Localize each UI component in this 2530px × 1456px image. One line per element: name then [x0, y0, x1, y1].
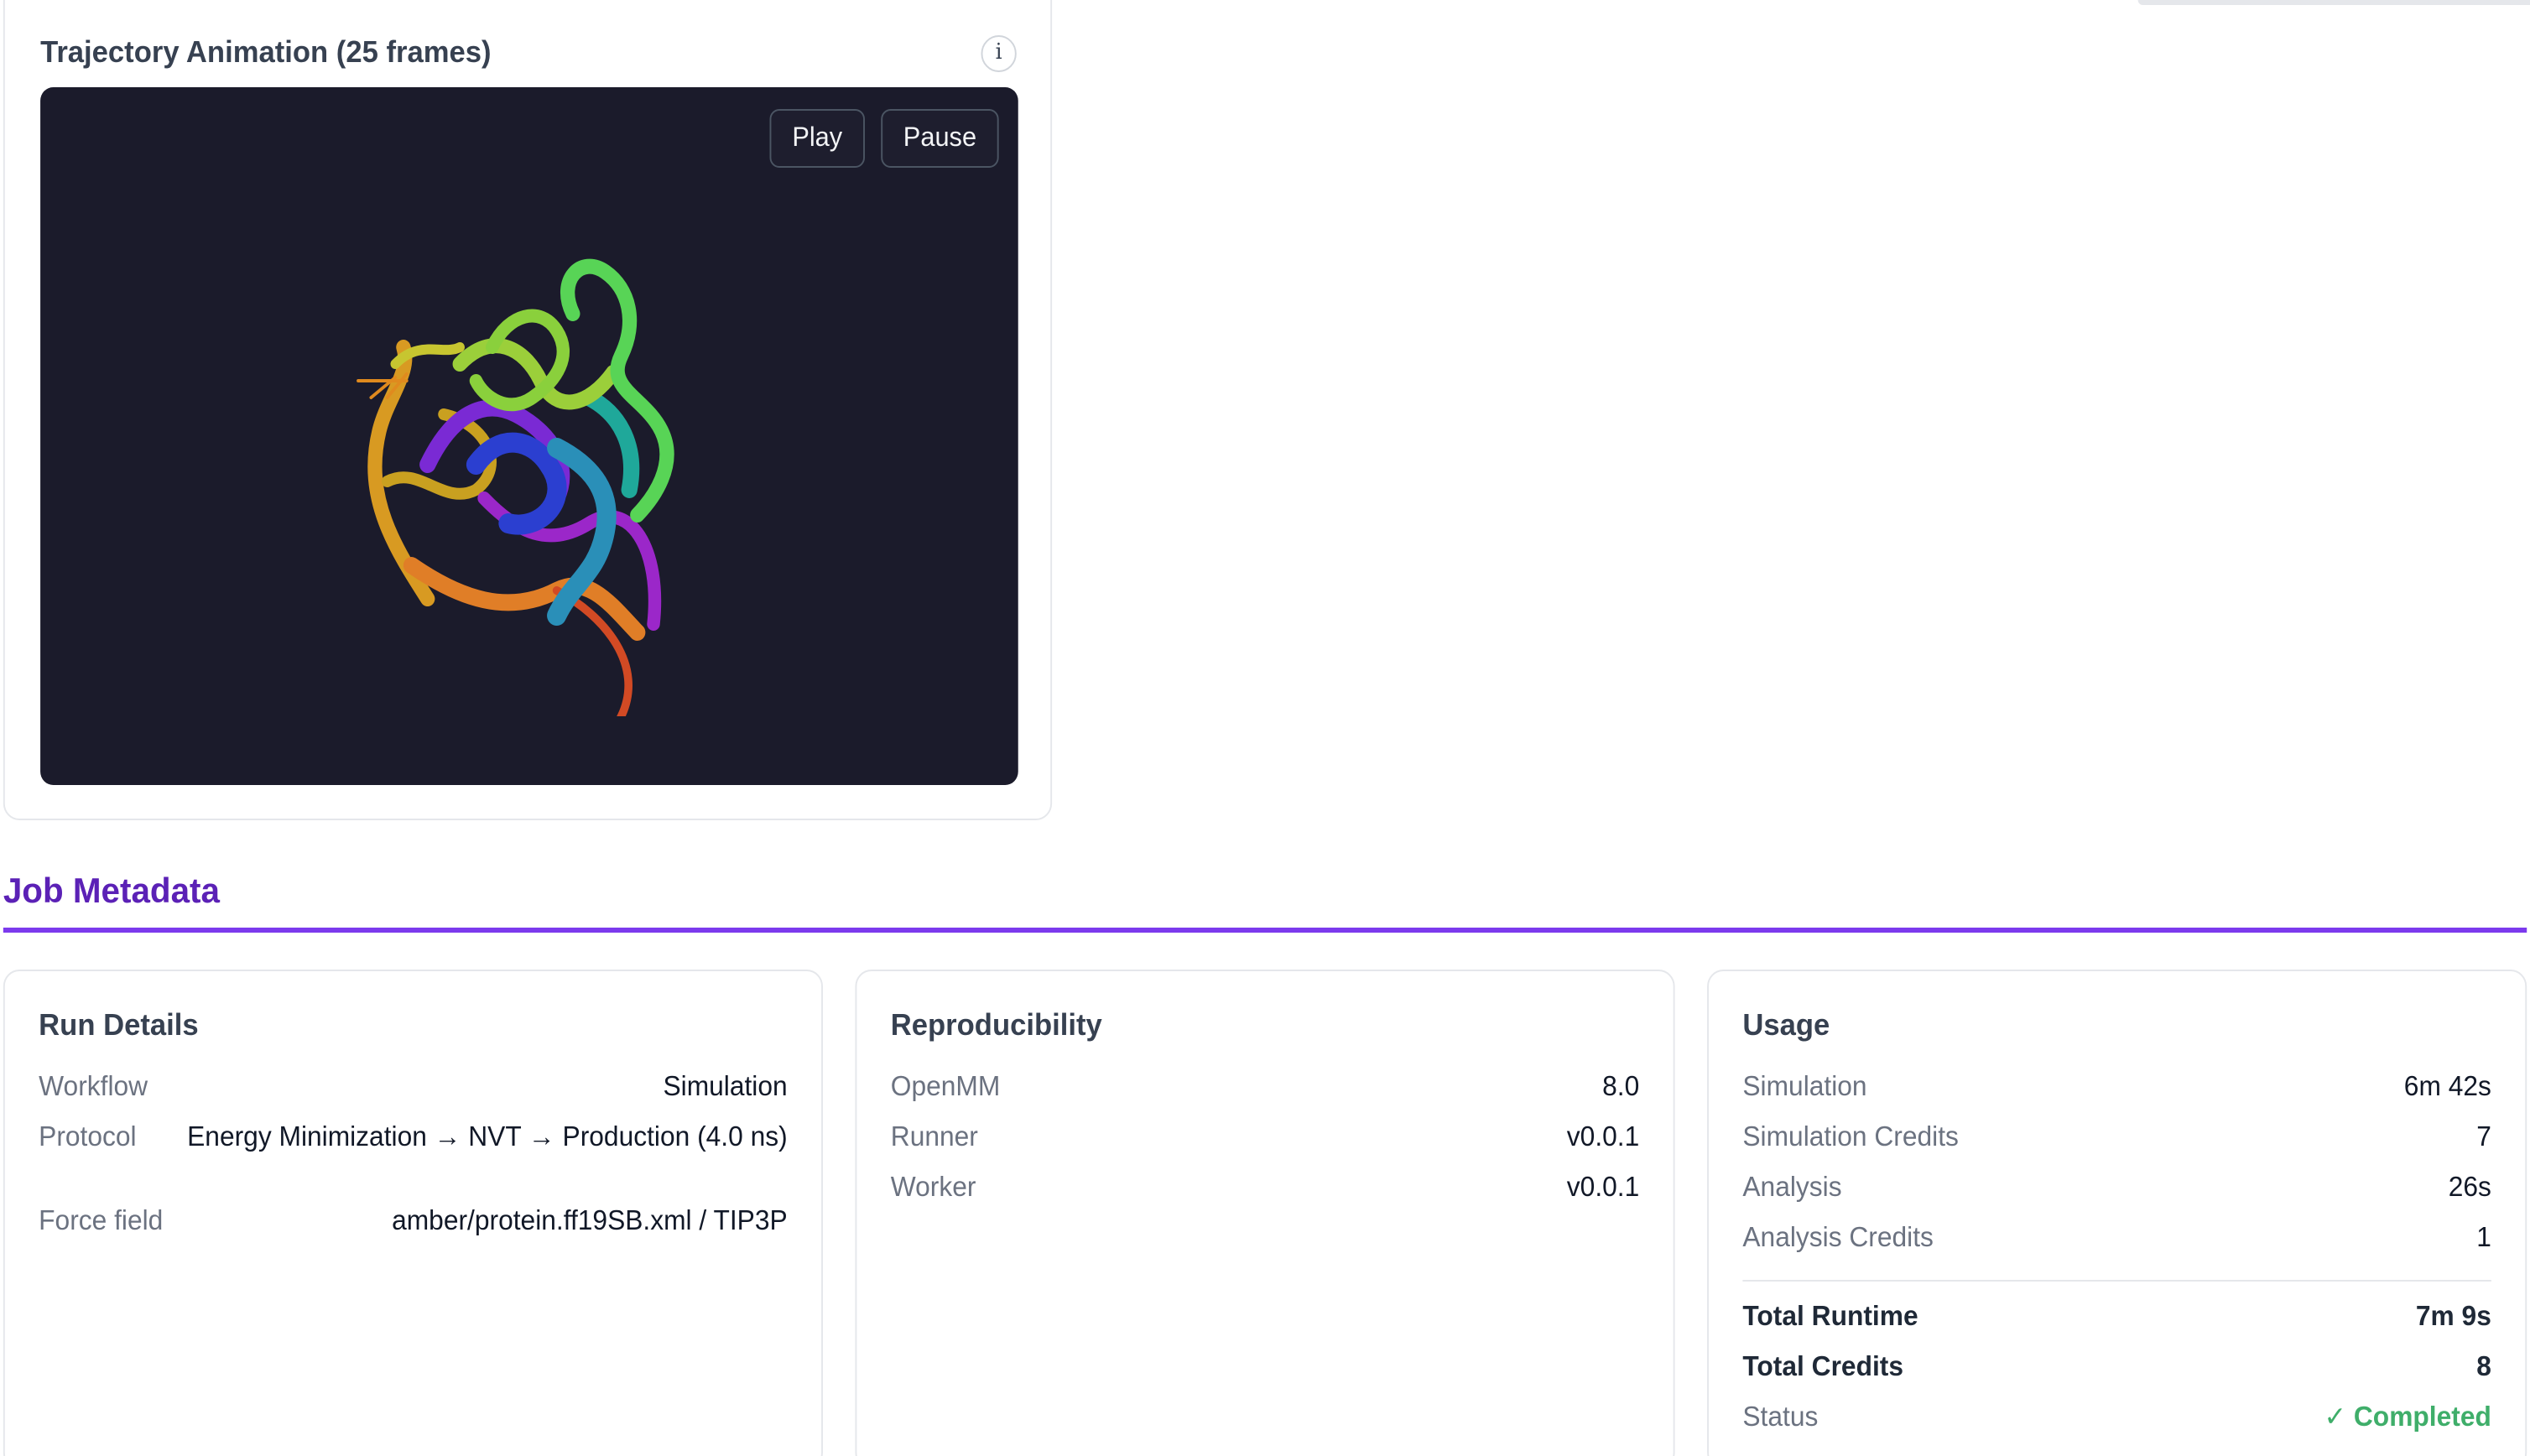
- status-label: Status: [1742, 1402, 1819, 1433]
- analysis-label: Analysis: [1742, 1173, 1842, 1203]
- trajectory-card: Trajectory Animation (25 frames) i Play …: [3, 0, 1053, 820]
- workflow-label: Workflow: [39, 1072, 148, 1102]
- protein-ribbon-render: [357, 258, 674, 716]
- total-runtime-row: Total Runtime 7m 9s: [1742, 1300, 2491, 1334]
- total-credits-row: Total Credits 8: [1742, 1350, 2491, 1384]
- worker-row: Worker v0.0.1: [891, 1171, 1640, 1204]
- reproducibility-card: Reproducibility OpenMM 8.0 Runner v0.0.1…: [855, 970, 1675, 1456]
- job-metadata-heading: Job Metadata: [3, 872, 220, 911]
- total-credits-label: Total Credits: [1742, 1352, 1904, 1382]
- protocol-row: Protocol Energy Minimization → NVT → Pro…: [39, 1121, 788, 1154]
- usage-divider: [1742, 1280, 2491, 1282]
- usage-title: Usage: [1742, 1008, 1830, 1042]
- openmm-label: OpenMM: [890, 1072, 1001, 1102]
- openmm-value: 8.0: [1602, 1072, 1640, 1102]
- pause-button[interactable]: Pause: [881, 109, 999, 168]
- worker-label: Worker: [890, 1173, 976, 1203]
- simulation-credits-row: Simulation Credits 7: [1742, 1121, 2491, 1154]
- simulation-label: Simulation: [1742, 1072, 1867, 1102]
- simulation-credits-value: 7: [2476, 1122, 2491, 1152]
- runner-label: Runner: [890, 1122, 978, 1152]
- play-button[interactable]: Play: [769, 109, 865, 168]
- run-details-card: Run Details Workflow Simulation Protocol…: [3, 970, 823, 1456]
- top-edge-divider: [2137, 0, 2530, 5]
- workflow-row: Workflow Simulation: [39, 1070, 788, 1104]
- forcefield-row: Force field amber/protein.ff19SB.xml / T…: [39, 1204, 788, 1238]
- molecule-viewer[interactable]: Play Pause: [40, 87, 1018, 785]
- total-runtime-label: Total Runtime: [1742, 1302, 1918, 1332]
- simulation-value: 6m 42s: [2403, 1072, 2491, 1102]
- analysis-credits-label: Analysis Credits: [1742, 1223, 1934, 1253]
- simulation-row: Simulation 6m 42s: [1742, 1070, 2491, 1104]
- analysis-value: 26s: [2448, 1173, 2491, 1203]
- openmm-row: OpenMM 8.0: [891, 1070, 1640, 1104]
- run-details-title: Run Details: [39, 1008, 199, 1042]
- info-icon[interactable]: i: [981, 35, 1017, 72]
- runner-row: Runner v0.0.1: [891, 1121, 1640, 1154]
- trajectory-title: Trajectory Animation (25 frames): [40, 35, 492, 69]
- reproducibility-title: Reproducibility: [890, 1008, 1102, 1042]
- analysis-row: Analysis 26s: [1742, 1171, 2491, 1204]
- analysis-credits-value: 1: [2476, 1223, 2491, 1253]
- status-row: Status ✓ Completed: [1742, 1401, 2491, 1434]
- total-runtime-value: 7m 9s: [2415, 1302, 2491, 1332]
- analysis-credits-row: Analysis Credits 1: [1742, 1221, 2491, 1255]
- workflow-value: Simulation: [663, 1072, 788, 1102]
- worker-value: v0.0.1: [1566, 1173, 1640, 1203]
- protocol-value: Energy Minimization → NVT → Production (…: [187, 1122, 788, 1152]
- forcefield-value: amber/protein.ff19SB.xml / TIP3P: [392, 1206, 788, 1236]
- forcefield-label: Force field: [39, 1206, 164, 1236]
- simulation-credits-label: Simulation Credits: [1742, 1122, 1959, 1152]
- runner-value: v0.0.1: [1566, 1122, 1640, 1152]
- total-credits-value: 8: [2476, 1352, 2491, 1382]
- usage-card: Usage Simulation 6m 42s Simulation Credi…: [1707, 970, 2527, 1456]
- protocol-label: Protocol: [39, 1122, 137, 1152]
- status-badge: ✓ Completed: [2324, 1402, 2491, 1433]
- section-divider: [3, 928, 2527, 933]
